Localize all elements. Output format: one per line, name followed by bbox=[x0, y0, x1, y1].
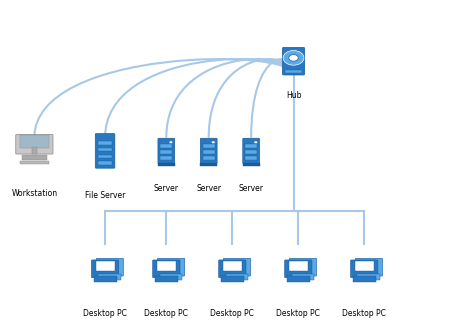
Bar bbox=[203, 156, 215, 160]
Text: File Server: File Server bbox=[85, 191, 125, 200]
FancyBboxPatch shape bbox=[226, 274, 248, 280]
Bar bbox=[223, 261, 242, 271]
Text: Desktop PC: Desktop PC bbox=[210, 309, 254, 318]
Bar bbox=[98, 141, 112, 145]
FancyBboxPatch shape bbox=[157, 258, 185, 276]
Circle shape bbox=[254, 141, 257, 144]
Bar bbox=[98, 161, 112, 164]
FancyBboxPatch shape bbox=[158, 138, 175, 163]
Bar bbox=[160, 144, 173, 148]
Text: Desktop PC: Desktop PC bbox=[276, 309, 320, 318]
Bar bbox=[20, 135, 48, 148]
Text: Server: Server bbox=[154, 184, 179, 193]
Bar bbox=[98, 148, 112, 151]
Bar bbox=[98, 154, 112, 158]
Text: Server: Server bbox=[196, 184, 221, 193]
Text: Desktop PC: Desktop PC bbox=[83, 309, 127, 318]
Bar bbox=[203, 150, 215, 154]
FancyBboxPatch shape bbox=[96, 258, 123, 276]
FancyBboxPatch shape bbox=[353, 276, 376, 282]
FancyBboxPatch shape bbox=[284, 260, 312, 278]
FancyBboxPatch shape bbox=[16, 134, 53, 154]
FancyBboxPatch shape bbox=[98, 274, 121, 280]
Bar bbox=[96, 261, 115, 271]
FancyBboxPatch shape bbox=[201, 138, 217, 163]
Bar bbox=[203, 144, 215, 148]
Text: Server: Server bbox=[238, 184, 264, 193]
FancyBboxPatch shape bbox=[292, 274, 314, 280]
Bar bbox=[201, 163, 217, 166]
Bar bbox=[245, 156, 257, 160]
Text: Desktop PC: Desktop PC bbox=[145, 309, 188, 318]
Text: Hub: Hub bbox=[286, 91, 301, 100]
FancyBboxPatch shape bbox=[160, 274, 182, 280]
FancyBboxPatch shape bbox=[289, 258, 317, 276]
Bar bbox=[289, 261, 308, 271]
Bar bbox=[22, 155, 47, 160]
Bar bbox=[285, 70, 302, 73]
Circle shape bbox=[289, 55, 298, 61]
Circle shape bbox=[169, 141, 173, 144]
Bar bbox=[160, 156, 173, 160]
Bar bbox=[355, 261, 374, 271]
Bar bbox=[32, 147, 36, 154]
FancyBboxPatch shape bbox=[221, 276, 244, 282]
Bar bbox=[245, 150, 257, 154]
FancyBboxPatch shape bbox=[283, 47, 305, 75]
FancyBboxPatch shape bbox=[287, 276, 310, 282]
Circle shape bbox=[211, 141, 215, 144]
Bar bbox=[20, 161, 48, 164]
FancyBboxPatch shape bbox=[95, 134, 115, 168]
Bar bbox=[243, 163, 259, 166]
FancyBboxPatch shape bbox=[357, 274, 381, 280]
FancyBboxPatch shape bbox=[91, 260, 118, 278]
Text: Desktop PC: Desktop PC bbox=[342, 309, 386, 318]
FancyBboxPatch shape bbox=[356, 258, 383, 276]
Bar bbox=[160, 150, 173, 154]
FancyBboxPatch shape bbox=[351, 260, 378, 278]
FancyBboxPatch shape bbox=[243, 138, 259, 163]
Text: Workstation: Workstation bbox=[11, 189, 57, 198]
FancyBboxPatch shape bbox=[155, 276, 178, 282]
FancyBboxPatch shape bbox=[219, 260, 246, 278]
FancyBboxPatch shape bbox=[223, 258, 251, 276]
FancyBboxPatch shape bbox=[153, 260, 180, 278]
Bar bbox=[158, 163, 175, 166]
Bar bbox=[245, 144, 257, 148]
Circle shape bbox=[283, 51, 304, 65]
Bar bbox=[157, 261, 176, 271]
FancyBboxPatch shape bbox=[93, 276, 117, 282]
